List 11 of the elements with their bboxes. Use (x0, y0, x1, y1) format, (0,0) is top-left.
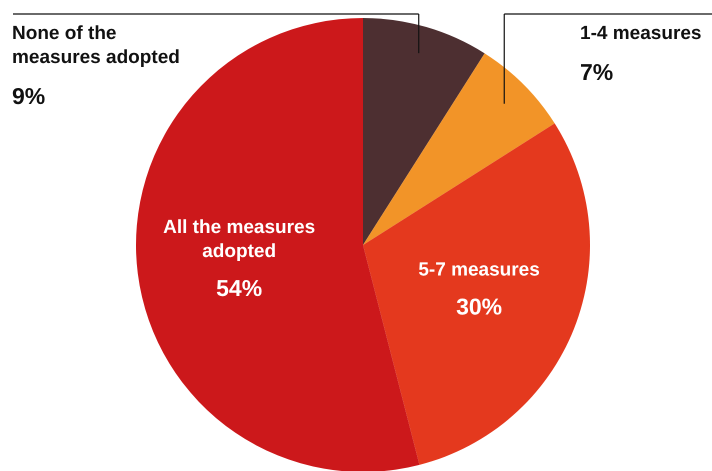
pie-slice (363, 53, 555, 245)
slice-label: 5-7 measures (418, 259, 540, 280)
data-label: 7% (580, 59, 614, 85)
pie-slice (363, 18, 485, 245)
data-label: 9% (12, 83, 46, 109)
slice-label: None of the measures adopted (12, 23, 180, 68)
data-label: 30% (456, 293, 502, 320)
slice-label: All the measures adopted (163, 217, 316, 262)
data-label: 54% (216, 275, 262, 302)
slice-label: 1-4 measures (580, 23, 702, 44)
pie-slice (363, 123, 590, 465)
